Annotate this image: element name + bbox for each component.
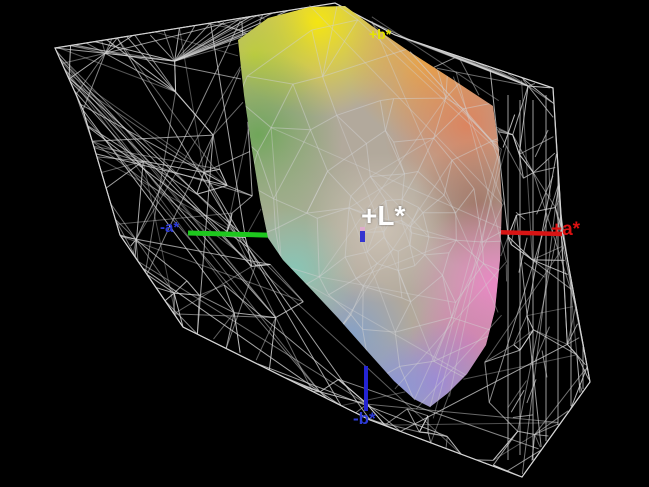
axis-label-l-positive: +L* — [361, 200, 406, 231]
axis-label-b-positive: +b* — [369, 26, 392, 42]
axis-label-a-negative: -a* — [160, 219, 180, 236]
axis-label-a-positive: +a* — [551, 219, 581, 240]
axis-label-b-negative: -b* — [353, 409, 376, 428]
l-axis-origin-marker — [360, 227, 365, 242]
